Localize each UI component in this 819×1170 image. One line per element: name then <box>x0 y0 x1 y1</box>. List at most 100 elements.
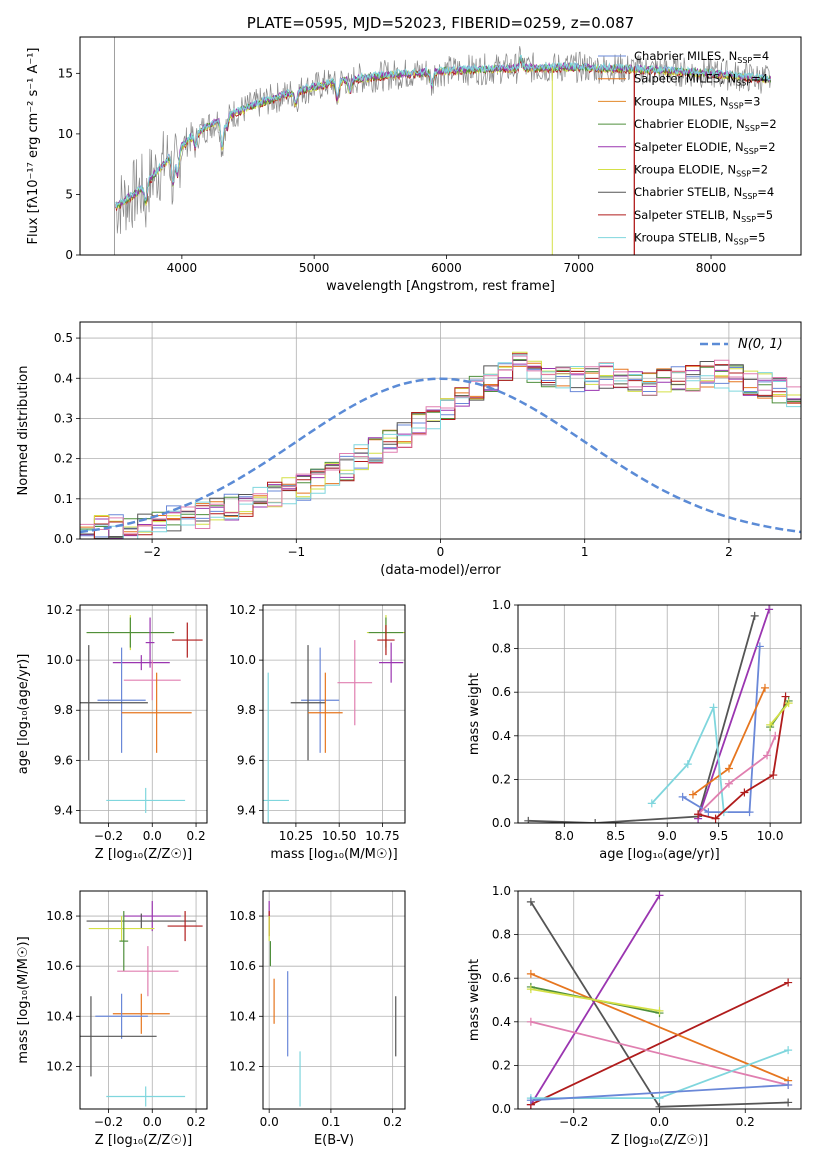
panel-1: 4000 5000 6000 7000 8000 0 5 10 15 wavelength [An… <box>26 14 802 294</box>
y-axis-label: Flux [fλ10⁻¹⁷ erg cm⁻² s⁻¹ A⁻¹] <box>26 48 41 245</box>
histogram-step <box>80 360 801 539</box>
x-tick-label: 0.0 <box>650 1115 669 1129</box>
y-tick-label: 1.0 <box>492 598 511 612</box>
series-marker <box>781 692 790 701</box>
series-marker <box>526 897 535 906</box>
y-tick-label: 10 <box>58 127 73 141</box>
series-line <box>530 988 660 1012</box>
x-tick-label: −0.2 <box>559 1115 588 1129</box>
x-axis-label: wavelength [Angstrom, rest frame] <box>326 279 555 294</box>
x-tick-label: 6000 <box>431 261 462 275</box>
y-tick-label: 10.0 <box>229 653 256 667</box>
x-axis-label: Z [log₁₀(Z/Z☉)] <box>95 847 192 862</box>
legend-label: Chabrier MILES, NSSP=4 <box>634 49 769 65</box>
axes-frame <box>517 604 802 824</box>
x-tick-label: 5000 <box>299 261 330 275</box>
y-tick-label: 10.2 <box>46 603 73 617</box>
y-tick-label: 10.4 <box>46 1009 73 1023</box>
series-marker <box>724 779 733 788</box>
series-line <box>530 972 789 1082</box>
error-point <box>145 617 155 668</box>
error-point <box>95 993 148 1039</box>
series-marker <box>704 808 713 817</box>
error-point <box>112 993 170 1034</box>
series-marker <box>709 703 718 712</box>
y-tick-label: 0.6 <box>492 685 511 699</box>
series-marker <box>784 1081 793 1090</box>
x-tick-label: 10.50 <box>322 829 356 843</box>
y-axis-label: mass [log₁₀(M/M☉)] <box>16 936 31 1063</box>
x-tick-label: 0.2 <box>736 1115 755 1129</box>
y-tick-label: 0.0 <box>492 1102 511 1116</box>
error-point <box>377 625 395 656</box>
series-marker <box>711 814 720 823</box>
series-marker <box>688 790 697 799</box>
legend-label: Chabrier ELODIE, NSSP=2 <box>634 117 777 133</box>
series-line <box>530 1084 789 1102</box>
x-tick-label: 0.0 <box>143 1115 162 1129</box>
axes-frame <box>79 321 802 540</box>
series-marker <box>683 760 692 769</box>
y-tick-label: 0.6 <box>492 971 511 985</box>
legend-label: Kroupa MILES, NSSP=3 <box>634 94 760 110</box>
series-marker <box>784 699 793 708</box>
error-point <box>80 645 148 761</box>
y-tick-label: 10.0 <box>46 653 73 667</box>
series-marker <box>745 808 754 817</box>
axes-frame <box>262 604 406 824</box>
x-tick-label: 0.2 <box>383 1115 402 1129</box>
chart-title: PLATE=0595, MJD=52023, FIBERID=0259, z=0… <box>247 14 634 32</box>
x-tick-label: 9.0 <box>658 829 677 843</box>
error-point <box>123 901 181 932</box>
error-point <box>301 647 340 753</box>
error-point <box>123 660 181 701</box>
x-tick-label: 8000 <box>696 261 727 275</box>
x-tick-label: 2 <box>725 545 733 559</box>
x-tick-label: 10.75 <box>365 829 399 843</box>
axes-frame <box>517 890 802 1110</box>
series-line <box>697 735 777 815</box>
x-axis-label: (data-model)/error <box>380 563 501 578</box>
error-point <box>263 672 289 823</box>
series-marker <box>763 751 772 760</box>
y-tick-label: 0.4 <box>54 371 73 385</box>
error-point <box>106 787 186 813</box>
series-marker <box>740 788 749 797</box>
x-tick-label: −1 <box>287 545 305 559</box>
y-tick-label: 9.8 <box>54 703 73 717</box>
series-marker <box>524 816 533 823</box>
plot-area <box>80 605 207 823</box>
error-point <box>337 640 373 726</box>
panel-3: −0.2 0.0 0.2 9.4 9.6 9.8 10.0 10.2 Z [log₁₀(Z/Z☉… <box>16 603 208 862</box>
legend-label: N(0, 1) <box>738 337 783 352</box>
error-point <box>308 672 343 753</box>
y-tick-label: 10.8 <box>46 909 73 923</box>
y-tick-label: 9.4 <box>237 803 256 817</box>
x-tick-label: 0.2 <box>187 829 206 843</box>
y-tick-label: 10.2 <box>229 603 256 617</box>
series-marker <box>784 1098 793 1107</box>
y-tick-label: 0.1 <box>54 492 73 506</box>
x-tick-label: 9.5 <box>709 829 728 843</box>
legend-label: Kroupa STELIB, NSSP=5 <box>634 231 765 247</box>
series-marker <box>526 969 535 978</box>
y-tick-label: 0.4 <box>492 729 511 743</box>
series-marker <box>750 611 759 620</box>
x-axis-label: age [log₁₀(age/yr)] <box>599 847 720 862</box>
axes-frame <box>79 36 802 256</box>
y-tick-label: 0.4 <box>492 1015 511 1029</box>
series-marker <box>526 1096 535 1105</box>
panel-4: 10.25 10.50 10.75 9.4 9.6 9.8 10.0 10.2 mass [lo… <box>229 603 406 862</box>
y-tick-label: 0.2 <box>54 452 73 466</box>
y-tick-label: 0.8 <box>492 642 511 656</box>
y-tick-label: 0 <box>65 248 73 262</box>
panel-6: −0.2 0.0 0.2 10.2 10.4 10.6 10.8 Z [log₁₀(Z/Z☉)… <box>16 890 208 1148</box>
x-tick-label: −2 <box>143 545 161 559</box>
x-tick-label: 1 <box>581 545 589 559</box>
x-tick-label: 8.0 <box>555 829 574 843</box>
series-marker <box>765 605 774 614</box>
series-line <box>530 981 789 1106</box>
y-tick-label: 1.0 <box>492 884 511 898</box>
series-line <box>697 609 770 819</box>
series-line <box>651 704 725 813</box>
